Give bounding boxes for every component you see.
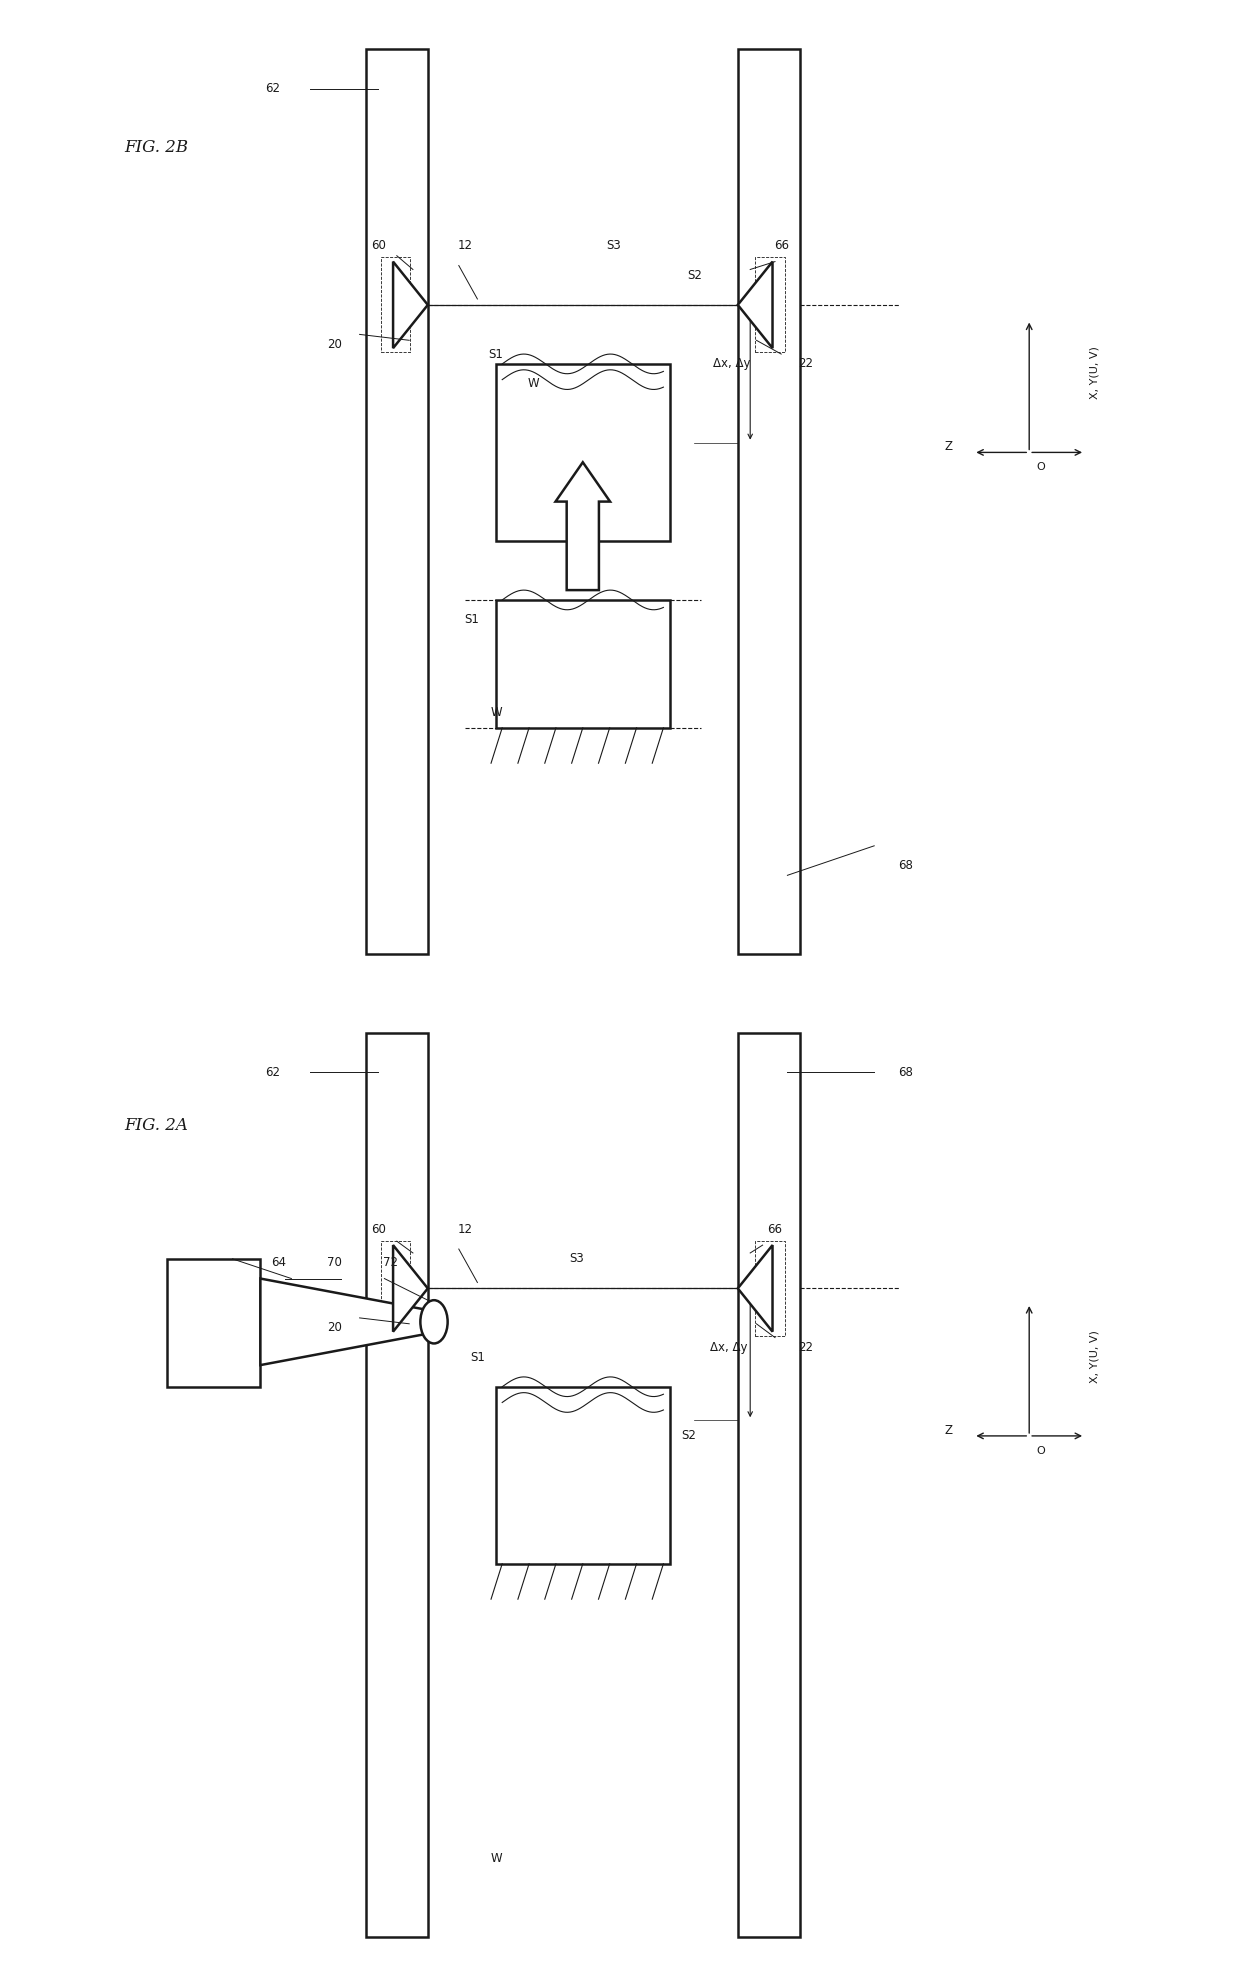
Text: 70: 70	[327, 1257, 342, 1269]
Text: S1: S1	[489, 348, 503, 360]
Text: W: W	[490, 706, 502, 718]
Text: 12: 12	[458, 1223, 472, 1235]
Text: 22: 22	[799, 1341, 813, 1353]
Text: 66: 66	[774, 240, 789, 252]
Text: 60: 60	[371, 1223, 386, 1235]
Polygon shape	[738, 1245, 773, 1332]
Text: 68: 68	[898, 860, 913, 871]
Text: O: O	[1037, 1446, 1045, 1456]
Bar	[738, 1033, 800, 1937]
Text: X, Y(U, V): X, Y(U, V)	[1090, 1330, 1100, 1383]
Text: 68: 68	[898, 1066, 913, 1078]
Bar	[755, 1241, 785, 1336]
Bar	[366, 1033, 428, 1937]
Bar	[496, 364, 670, 541]
Text: S1: S1	[464, 614, 479, 626]
Bar	[366, 49, 428, 954]
Circle shape	[420, 1300, 448, 1343]
Polygon shape	[556, 462, 610, 590]
Polygon shape	[260, 1279, 428, 1365]
Bar	[496, 1387, 670, 1564]
Text: 60: 60	[371, 240, 386, 252]
Text: S3: S3	[569, 1253, 584, 1265]
Text: 12: 12	[458, 240, 472, 252]
Text: Z: Z	[944, 441, 952, 452]
Text: W: W	[490, 1853, 502, 1865]
Polygon shape	[738, 262, 773, 348]
Polygon shape	[393, 262, 428, 348]
Text: 20: 20	[327, 1322, 342, 1334]
Text: 66: 66	[768, 1223, 782, 1235]
Polygon shape	[393, 1245, 428, 1332]
Text: FIG. 2B: FIG. 2B	[124, 140, 188, 155]
Text: X, Y(U, V): X, Y(U, V)	[1090, 346, 1100, 399]
Text: FIG. 2A: FIG. 2A	[124, 1117, 188, 1133]
Bar	[755, 258, 785, 352]
Bar	[381, 258, 410, 352]
Text: 22: 22	[799, 358, 813, 370]
Text: 62: 62	[265, 83, 280, 94]
Text: 20: 20	[327, 338, 342, 350]
Text: S2: S2	[687, 269, 702, 281]
Text: 64: 64	[272, 1257, 286, 1269]
Text: S2: S2	[681, 1430, 696, 1442]
Text: 62: 62	[265, 1066, 280, 1078]
Bar	[167, 1259, 260, 1387]
Text: Z: Z	[944, 1424, 952, 1436]
Text: 72: 72	[383, 1257, 398, 1269]
Text: S3: S3	[606, 240, 621, 252]
Bar	[496, 600, 670, 728]
Bar	[738, 49, 800, 954]
Text: W: W	[527, 378, 539, 389]
Text: Δx, Δy: Δx, Δy	[711, 1341, 748, 1353]
Text: S1: S1	[470, 1351, 485, 1363]
Bar	[381, 1241, 410, 1336]
Text: O: O	[1037, 462, 1045, 472]
Text: Δx, Δy: Δx, Δy	[713, 358, 750, 370]
